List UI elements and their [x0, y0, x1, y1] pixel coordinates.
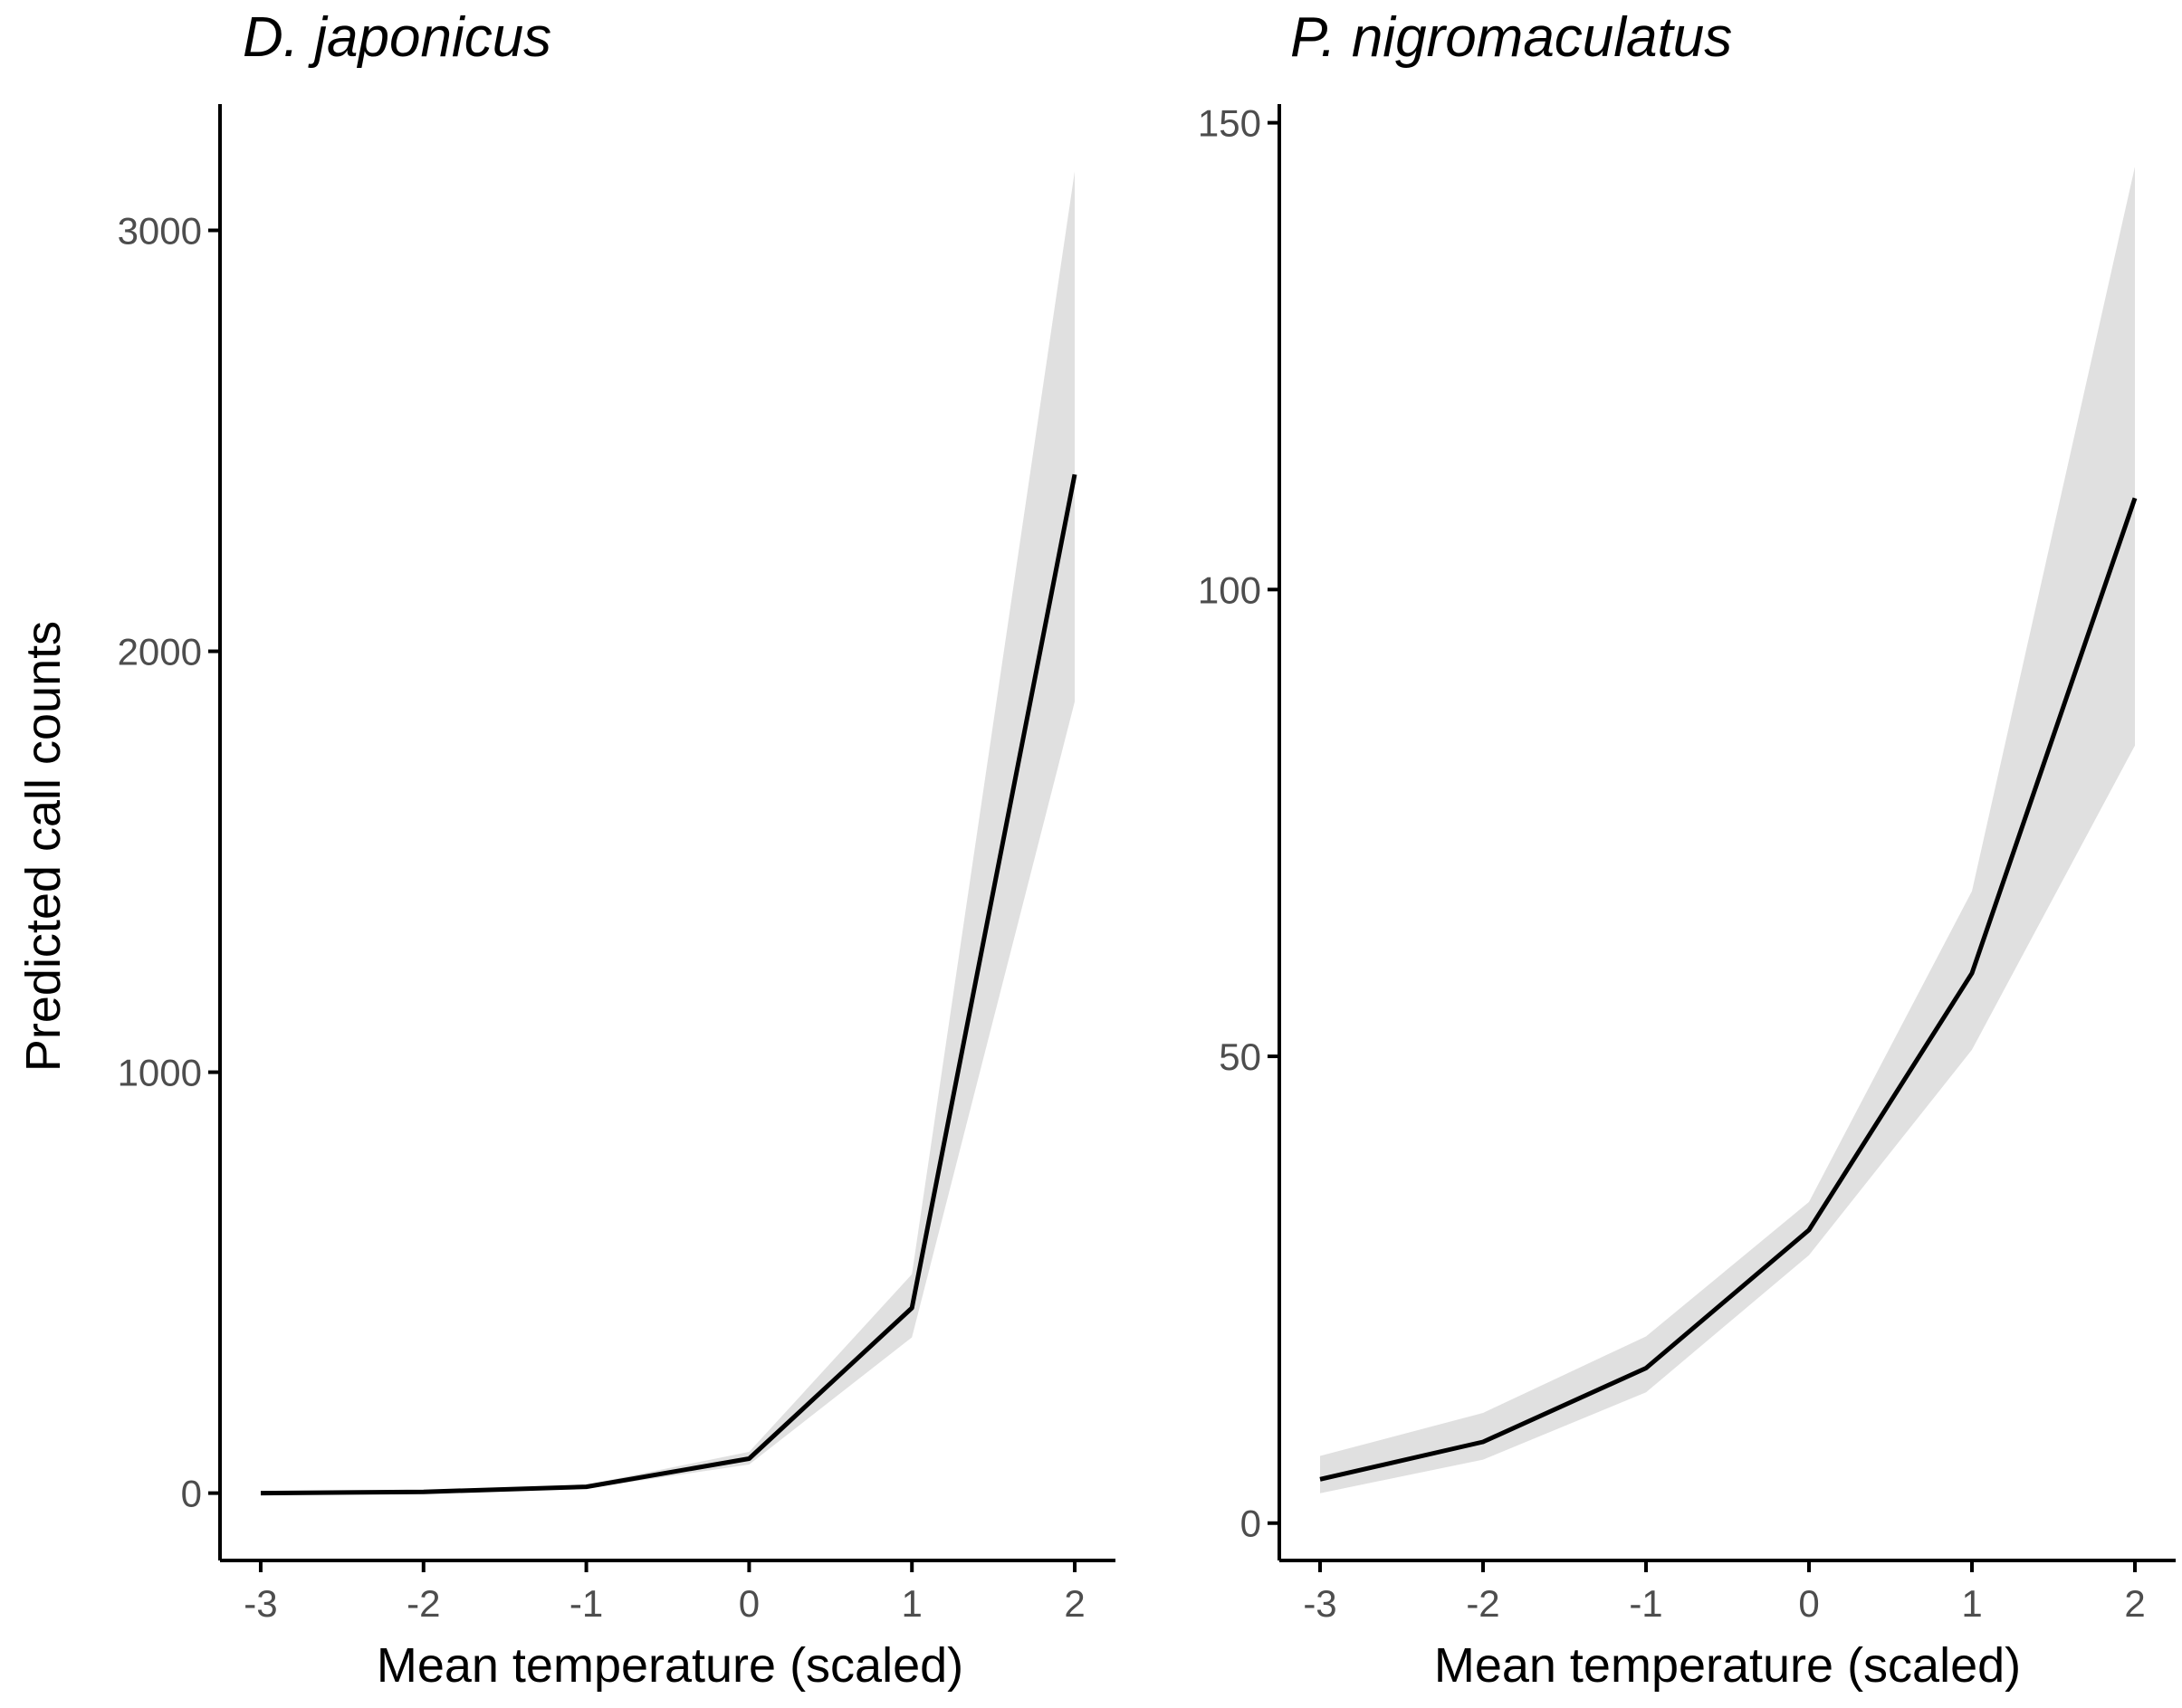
y-tick-label: 1000	[118, 1052, 202, 1094]
y-tick-label: 150	[1198, 102, 1261, 145]
x-tick-label: -2	[1466, 1582, 1499, 1625]
y-tick-label: 100	[1198, 568, 1261, 611]
x-tick-label: 1	[902, 1582, 923, 1625]
y-axis-title: Predicted call counts	[16, 621, 71, 1072]
panel-d-japonicus: D. japonicus Predicted call counts 0 1000…	[16, 6, 1115, 1693]
x-tick-label: -1	[569, 1582, 603, 1625]
panel-title: D. japonicus	[243, 6, 551, 69]
plot-area: 0 1000 2000 3000 -3 -2 -1 0 1 2	[118, 104, 1115, 1625]
x-tick-label: -2	[407, 1582, 440, 1625]
x-tick-label: 2	[1064, 1582, 1085, 1625]
x-tick-label: 0	[739, 1582, 760, 1625]
x-tick-label: 2	[2124, 1582, 2145, 1625]
y-tick-label: 2000	[118, 631, 202, 673]
y-tick-label: 0	[181, 1473, 202, 1515]
x-tick-label: 0	[1798, 1582, 1819, 1625]
x-tick-label: -1	[1629, 1582, 1662, 1625]
x-axis-title: Mean temperature (scaled)	[377, 1638, 963, 1693]
plot-area: 0 50 100 150 -3 -2 -1 0 1 2	[1198, 102, 2176, 1625]
y-tick-label: 3000	[118, 210, 202, 253]
x-tick-label: -3	[244, 1582, 277, 1625]
fit-line	[260, 473, 1077, 1496]
panel-p-nigromaculatus: P. nigromaculatus Mean temperature (scal…	[1198, 6, 2176, 1693]
panel-title: P. nigromaculatus	[1290, 6, 1732, 69]
x-axis-title: Mean temperature (scaled)	[1434, 1638, 2021, 1693]
x-tick-label: -3	[1303, 1582, 1336, 1625]
y-tick-label: 0	[1240, 1503, 1261, 1545]
confidence-band	[261, 171, 1075, 1493]
fit-line	[1319, 497, 2138, 1482]
x-tick-label: 1	[1961, 1582, 1982, 1625]
confidence-band	[1320, 167, 2135, 1493]
y-tick-label: 50	[1219, 1035, 1261, 1078]
